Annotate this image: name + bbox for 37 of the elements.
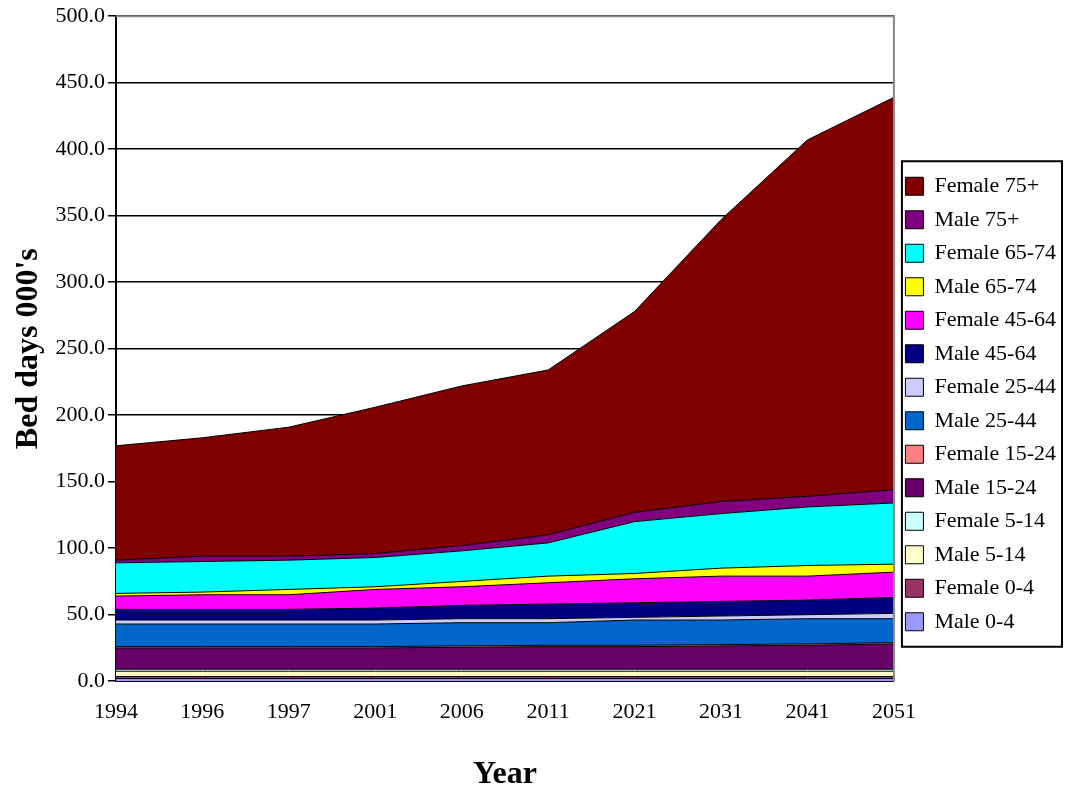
- x-tick-label: 2011: [526, 698, 570, 724]
- legend-label: Female 15-24: [934, 440, 1057, 466]
- y-tick-label: 300.0: [55, 267, 105, 293]
- x-tick-label: 2001: [353, 698, 398, 724]
- y-tick-label: 400.0: [55, 134, 105, 160]
- legend-label: Male 45-64: [934, 339, 1037, 365]
- x-tick-label: 1997: [266, 698, 311, 724]
- legend-label: Female 25-44: [934, 373, 1057, 399]
- x-tick-label: 2041: [785, 698, 830, 724]
- y-tick-label: 450.0: [55, 68, 105, 94]
- legend-label: Male 75+: [934, 205, 1020, 231]
- legend-label: Male 15-24: [934, 473, 1037, 499]
- x-tick-label: 2021: [612, 698, 657, 724]
- y-axis-title: Bed days 000's: [8, 248, 45, 450]
- legend-label: Male 0-4: [934, 607, 1015, 633]
- y-tick-label: 350.0: [55, 201, 105, 227]
- legend-label: Female 65-74: [934, 239, 1057, 265]
- x-tick-label: 2006: [439, 698, 484, 724]
- x-tick-label: 2031: [699, 698, 744, 724]
- legend-label: Male 65-74: [934, 272, 1037, 298]
- y-tick-label: 150.0: [55, 467, 105, 493]
- y-tick-label: 500.0: [55, 1, 105, 27]
- y-tick-label: 100.0: [55, 533, 105, 559]
- y-tick-label: 0.0: [77, 666, 105, 692]
- x-tick-label: 2051: [871, 698, 916, 724]
- x-tick-label: 1994: [93, 698, 138, 724]
- legend-label: Male 5-14: [934, 540, 1026, 566]
- legend-label: Female 5-14: [934, 507, 1046, 533]
- legend-label: Female 75+: [934, 172, 1040, 198]
- x-axis-title: Year: [472, 754, 537, 791]
- legend-label: Female 45-64: [934, 306, 1057, 332]
- y-tick-label: 50.0: [66, 600, 105, 626]
- legend-label: Female 0-4: [934, 574, 1035, 600]
- legend-label: Male 25-44: [934, 406, 1037, 432]
- x-tick-label: 1996: [180, 698, 225, 724]
- y-tick-label: 200.0: [55, 400, 105, 426]
- y-tick-label: 250.0: [55, 334, 105, 360]
